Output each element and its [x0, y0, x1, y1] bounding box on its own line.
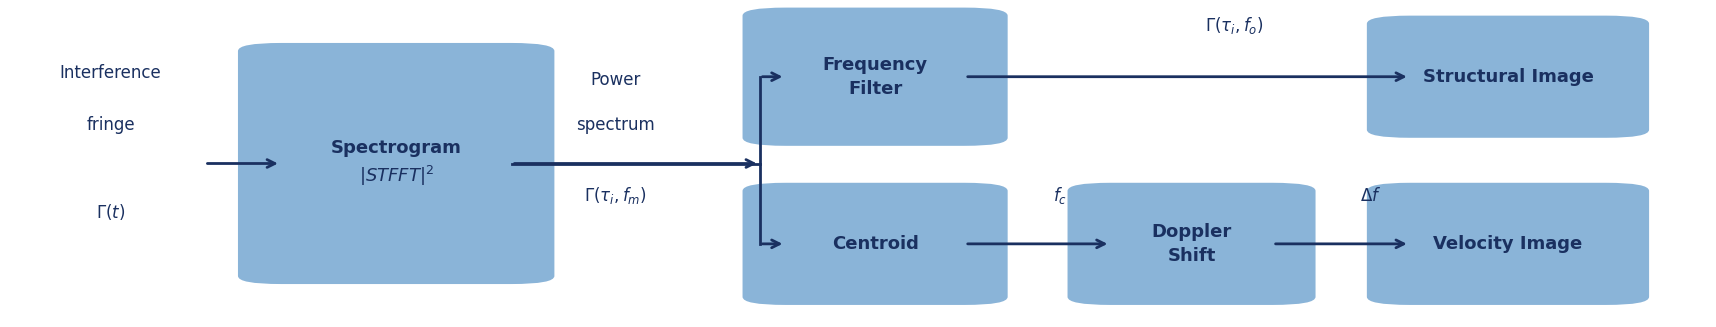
FancyBboxPatch shape	[1368, 183, 1649, 305]
Text: $f_c$: $f_c$	[1054, 185, 1067, 206]
Text: Doppler
Shift: Doppler Shift	[1151, 223, 1232, 265]
Text: spectrum: spectrum	[577, 116, 654, 134]
FancyBboxPatch shape	[743, 183, 1007, 305]
Text: Spectrogram
$|STFFT|^2$: Spectrogram $|STFFT|^2$	[331, 139, 462, 188]
Text: Power: Power	[590, 71, 640, 89]
Text: $\Gamma(\tau_i, f_o)$: $\Gamma(\tau_i, f_o)$	[1205, 15, 1263, 36]
Text: fringe: fringe	[86, 116, 136, 134]
FancyBboxPatch shape	[239, 43, 554, 284]
FancyBboxPatch shape	[743, 8, 1007, 146]
Text: Frequency
Filter: Frequency Filter	[822, 56, 928, 97]
Text: $\Gamma(\tau_i, f_m)$: $\Gamma(\tau_i, f_m)$	[583, 185, 647, 206]
FancyBboxPatch shape	[1368, 16, 1649, 138]
Text: Structural Image: Structural Image	[1423, 68, 1594, 86]
Text: Interference: Interference	[60, 64, 161, 82]
Text: Velocity Image: Velocity Image	[1433, 235, 1582, 253]
Text: $\Delta f$: $\Delta f$	[1361, 187, 1381, 205]
FancyBboxPatch shape	[1067, 183, 1316, 305]
Text: $\Gamma(t)$: $\Gamma(t)$	[96, 202, 125, 222]
Text: Centroid: Centroid	[832, 235, 918, 253]
